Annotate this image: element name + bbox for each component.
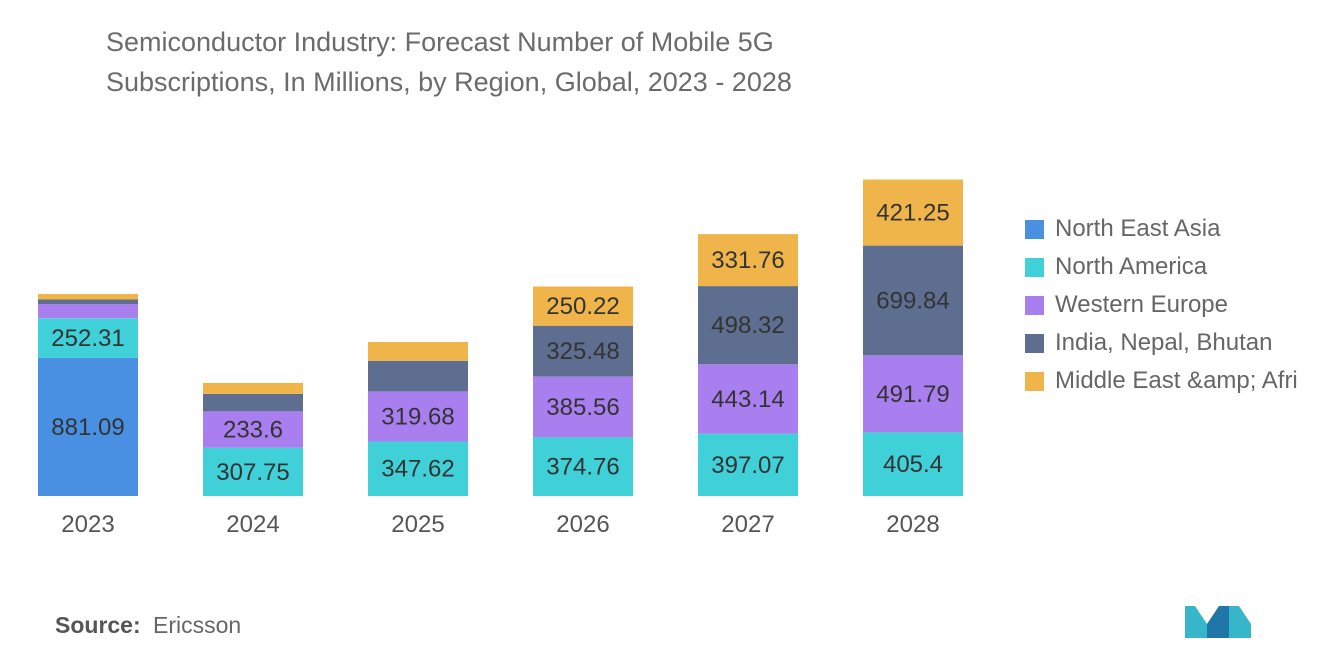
legend-item-2: Western Europe (1025, 286, 1298, 324)
data-label-2023-series-0: 881.09 (51, 414, 124, 441)
bar-2028-series-3 (863, 245, 963, 356)
data-label-2028-series-1: 405.4 (883, 451, 943, 478)
data-label-2028-series-3: 699.84 (876, 287, 949, 314)
legend-label-2: Western Europe (1055, 291, 1228, 318)
data-label-2026-series-2: 385.56 (546, 394, 619, 421)
source-label: Source: (55, 612, 141, 638)
x-tick-label-2023: 2023 (61, 511, 114, 538)
x-tick-label-2027: 2027 (721, 511, 774, 538)
bar-2023-series-2 (38, 304, 138, 319)
legend-swatch-1 (1025, 257, 1044, 277)
legend-label-3: India, Nepal, Bhutan (1055, 329, 1273, 356)
bar-2027-series-2 (698, 364, 798, 434)
data-label-2028-series-2: 491.79 (876, 381, 949, 408)
legend-label-0: North East Asia (1055, 215, 1221, 242)
legend-item-0: North East Asia (1025, 210, 1298, 248)
legend-swatch-3 (1025, 333, 1044, 353)
source-value: Ericsson (153, 612, 242, 638)
x-tick-label-2025: 2025 (391, 511, 444, 538)
bar-2028-series-2 (863, 355, 963, 433)
data-label-2027-series-1: 397.07 (711, 452, 784, 479)
bar-2023-series-1 (38, 318, 138, 358)
data-label-2025-series-1: 347.62 (381, 456, 454, 483)
bar-2024-series-2 (203, 411, 303, 448)
legend-item-3: India, Nepal, Bhutan (1025, 324, 1298, 362)
legend-label-4: Middle East &amp; Afri (1055, 367, 1298, 394)
bar-2024-series-3 (203, 393, 303, 412)
data-label-2023-series-1: 252.31 (51, 325, 124, 352)
data-label-2027-series-3: 498.32 (711, 312, 784, 339)
bar-2023-series-3 (38, 299, 138, 305)
bar-2028-series-1 (863, 432, 963, 496)
chart-title-line-1: Semiconductor Industry: Forecast Number … (106, 27, 774, 57)
chart-title: Semiconductor Industry: Forecast Number … (106, 22, 966, 102)
data-label-2026-series-3: 325.48 (546, 338, 619, 365)
data-label-2024-series-2: 233.6 (223, 416, 283, 443)
data-label-2027-series-4: 331.76 (711, 247, 784, 274)
source-note: Source: Ericsson (55, 612, 241, 639)
bar-2025-series-4 (368, 342, 468, 361)
bar-2024-series-4 (203, 382, 303, 394)
x-tick-label-2026: 2026 (556, 511, 609, 538)
stacked-bar-chart: 881.09 252.31 2023 307.75 233.6 2024 347.62 319… (38, 179, 963, 538)
data-label-2025-series-2: 319.68 (381, 403, 454, 430)
x-tick-label-2024: 2024 (226, 511, 279, 538)
bar-2025-series-3 (368, 360, 468, 392)
chart-title-line-2: Subscriptions, In Millions, by Region, G… (106, 67, 792, 97)
bar-2027-series-1 (698, 433, 798, 496)
bar-2026-series-1 (533, 437, 633, 496)
data-label-2028-series-4: 421.25 (876, 200, 949, 227)
bar-2026-series-2 (533, 376, 633, 438)
bar-2026-series-4 (533, 286, 633, 326)
chart-legend: North East Asia North America Western Euro… (1025, 210, 1298, 400)
legend-item-1: North America (1025, 248, 1298, 286)
bar-2026-series-3 (533, 325, 633, 377)
bar-2023-series-0 (38, 357, 138, 496)
bar-2023-series-4 (38, 294, 138, 300)
mordor-intelligence-logo-icon (1185, 606, 1251, 638)
bar-2024-series-1 (203, 447, 303, 496)
bar-2027-series-4 (698, 234, 798, 287)
legend-swatch-4 (1025, 371, 1044, 391)
bar-2027-series-3 (698, 286, 798, 365)
bar-2025-series-1 (368, 441, 468, 496)
legend-swatch-2 (1025, 295, 1044, 315)
data-label-2026-series-1: 374.76 (546, 454, 619, 481)
data-label-2024-series-1: 307.75 (216, 459, 289, 486)
x-tick-label-2028: 2028 (886, 511, 939, 538)
data-label-2026-series-4: 250.22 (546, 293, 619, 320)
bar-2025-series-2 (368, 391, 468, 442)
legend-swatch-0 (1025, 219, 1044, 239)
bar-2028-series-4 (863, 179, 963, 246)
legend-label-1: North America (1055, 253, 1208, 280)
legend-item-4: Middle East &amp; Afri (1025, 362, 1298, 400)
data-label-2027-series-2: 443.14 (711, 386, 784, 413)
